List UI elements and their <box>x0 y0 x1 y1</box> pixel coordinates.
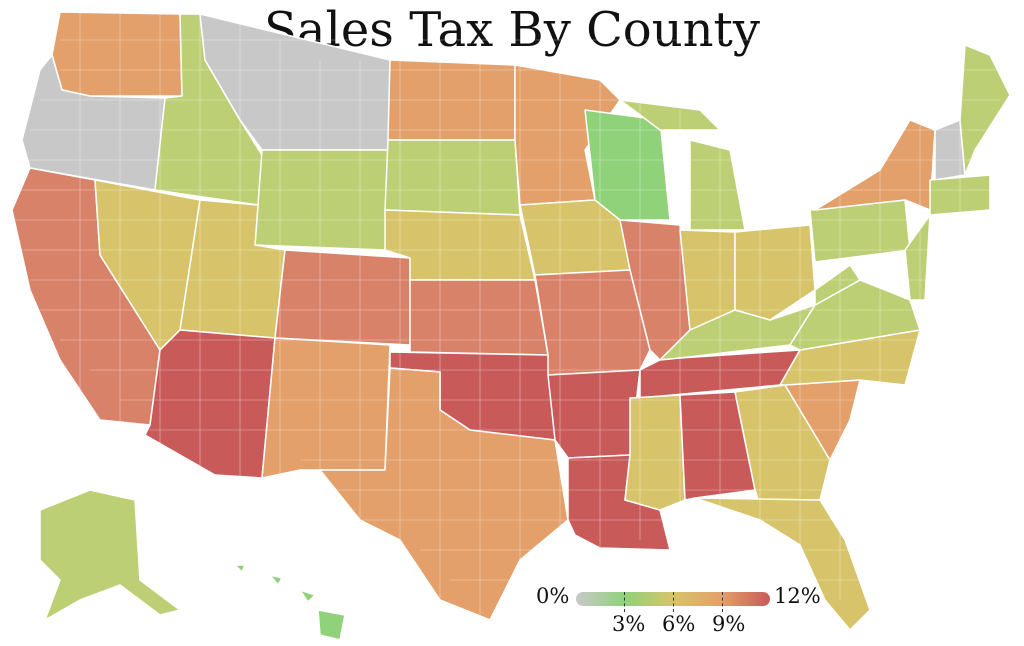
region-kansas <box>409 279 549 356</box>
region-mississippi <box>624 394 686 511</box>
region-texas <box>319 367 569 621</box>
legend-max-label: 12% <box>774 584 821 608</box>
region-maine <box>959 44 1011 176</box>
legend-tick-label-9: 9% <box>712 612 746 636</box>
region-south-dakota <box>384 139 521 216</box>
color-scale-legend: 0% 12% 3% 6% 9% <box>536 584 826 644</box>
region-colorado <box>274 249 411 346</box>
region-alabama <box>679 391 756 501</box>
legend-tick-9 <box>722 592 723 612</box>
legend-tick-3 <box>624 592 625 612</box>
region-wyoming <box>254 149 389 251</box>
legend-min-label: 0% <box>536 584 570 608</box>
region-missouri <box>534 269 651 376</box>
legend-tick-label-3: 3% <box>612 612 646 636</box>
region-kentucky <box>659 304 816 361</box>
region-arkansas <box>547 369 641 459</box>
region-florida <box>694 497 871 631</box>
region-ohio <box>734 224 816 321</box>
region-michigan <box>689 139 746 231</box>
map-title: Sales Tax By County <box>264 2 760 58</box>
legend-tick-6 <box>673 592 674 612</box>
region-new-mexico <box>261 337 391 479</box>
region-nj-md <box>904 214 931 301</box>
region-arizona <box>144 329 276 479</box>
region-new-york <box>814 119 936 211</box>
region-hawaii <box>234 564 346 641</box>
county-borders <box>15 10 1000 620</box>
region-alaska <box>39 489 181 621</box>
region-washington <box>51 11 183 97</box>
legend-tick-label-6: 6% <box>662 612 696 636</box>
